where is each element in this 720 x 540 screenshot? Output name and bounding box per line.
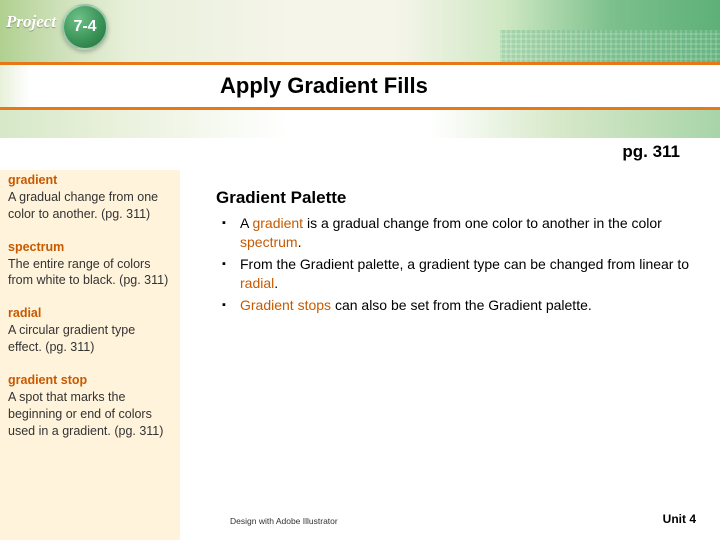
vocab-sidebar: gradient A gradual change from one color… [0, 170, 180, 540]
page-title: Apply Gradient Fills [220, 73, 428, 99]
vocab-term-def: A gradual change from one color to anoth… [8, 190, 158, 221]
keyword: Gradient stops [240, 297, 331, 313]
vocab-term: gradient stop A spot that marks the begi… [8, 372, 170, 440]
bullet-item: From the Gradient palette, a gradient ty… [236, 255, 698, 293]
title-bar: Apply Gradient Fills [0, 62, 720, 110]
main-content: Gradient Palette A gradient is a gradual… [180, 170, 720, 540]
vocab-term: gradient A gradual change from one color… [8, 172, 170, 223]
bullet-item: Gradient stops can also be set from the … [236, 296, 698, 315]
section-heading: Gradient Palette [216, 188, 698, 208]
vocab-term-title: spectrum [8, 240, 64, 254]
bullet-list: A gradient is a gradual change from one … [216, 214, 698, 314]
title-bar-fade [0, 65, 30, 107]
bullet-item: A gradient is a gradual change from one … [236, 214, 698, 252]
chapter-number: 7-4 [73, 18, 96, 36]
vocab-term: spectrum The entire range of colors from… [8, 239, 170, 290]
project-label: Project [6, 12, 56, 32]
vocab-term-title: gradient stop [8, 373, 87, 387]
footer-source: Design with Adobe Illustrator [230, 516, 338, 526]
vocab-term: radial A circular gradient type effect. … [8, 305, 170, 356]
header-pattern [500, 30, 720, 65]
header-bg-bottom [0, 110, 720, 138]
page-reference: pg. 311 [622, 142, 680, 162]
keyword: radial [240, 275, 274, 291]
vocab-term-def: The entire range of colors from white to… [8, 257, 168, 288]
vocab-term-title: gradient [8, 173, 57, 187]
vocab-term-def: A spot that marks the beginning or end o… [8, 390, 163, 438]
vocab-term-def: A circular gradient type effect. (pg. 31… [8, 323, 135, 354]
header-banner: Apply Gradient Fills Project 7-4 [0, 0, 720, 130]
keyword: gradient [252, 215, 303, 231]
content-area: gradient A gradual change from one color… [0, 170, 720, 540]
footer: Design with Adobe Illustrator Unit 4 [0, 512, 720, 526]
keyword: spectrum [240, 234, 298, 250]
chapter-circle: 7-4 [62, 4, 108, 50]
vocab-term-title: radial [8, 306, 41, 320]
footer-unit: Unit 4 [663, 512, 696, 526]
